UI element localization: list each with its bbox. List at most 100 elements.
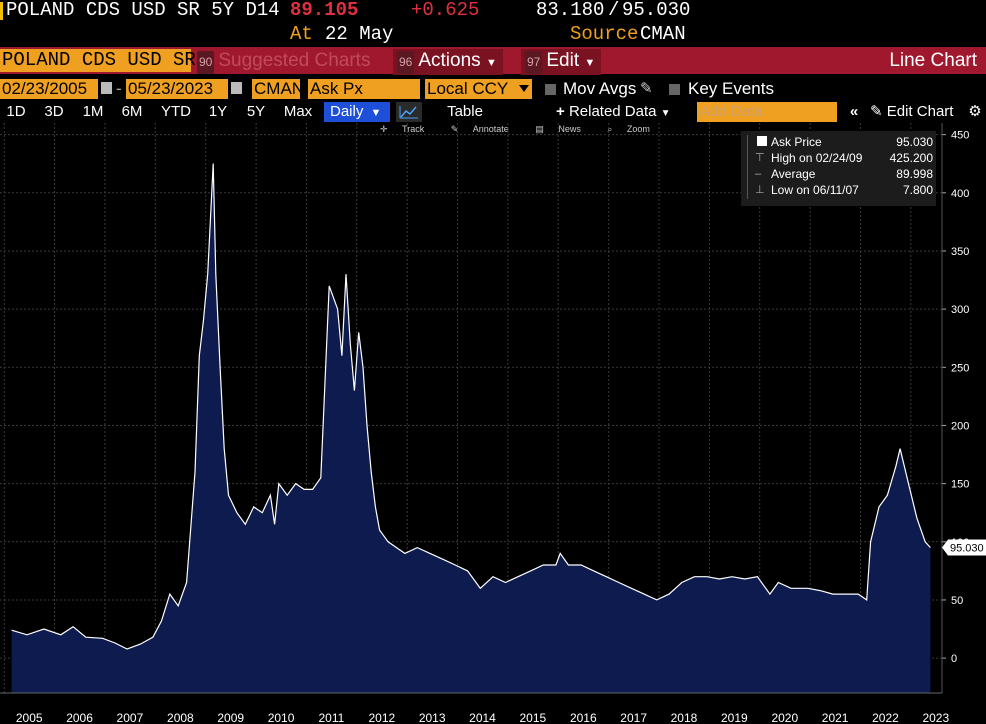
edit-label: Edit xyxy=(546,50,580,71)
currency-select[interactable]: Local CCY xyxy=(425,79,519,99)
suggested-charts-menu[interactable]: 90 Suggested Charts xyxy=(197,49,370,74)
period-ytd[interactable]: YTD xyxy=(161,103,191,120)
y-axis: 050100150200250300350400450 xyxy=(941,123,969,693)
legend-row-ask: Ask Price 95.030 xyxy=(771,134,933,150)
edit-chart-label: Edit Chart xyxy=(886,103,954,120)
mov-avgs-checkbox[interactable] xyxy=(545,84,556,95)
mov-avgs-label: Mov Avgs xyxy=(563,79,637,98)
add-data-input[interactable]: Add Data xyxy=(697,102,837,122)
y-tick-label-50: 50 xyxy=(951,595,963,607)
line-chart-glyph xyxy=(399,106,418,119)
chart-tools: ✛ Track ✎ Annotate ▤ News ⌕ Zoom xyxy=(380,124,674,138)
x-tick-label-2015: 2015 xyxy=(519,711,546,724)
suggested-label: Suggested Charts xyxy=(218,50,371,71)
currency-dropdown[interactable] xyxy=(517,79,532,99)
legend-tree-line xyxy=(747,135,748,199)
x-tick-label-2020: 2020 xyxy=(771,711,798,724)
actions-label: Actions xyxy=(418,50,481,71)
chart-settings-row: 02/23/2005 - 05/23/2023 CMAN Ask Px Loca… xyxy=(0,78,986,100)
high-value: 425.200 xyxy=(889,151,933,165)
avg-value: 89.998 xyxy=(896,167,933,181)
related-data-menu[interactable]: + Related Data ▼ xyxy=(556,102,680,122)
period-1y[interactable]: 1Y xyxy=(208,103,228,120)
key-events-checkbox[interactable] xyxy=(669,84,680,95)
zoom-tool[interactable]: ⌕ Zoom xyxy=(607,124,662,134)
news-label: News xyxy=(558,124,581,134)
ask-value: 95.030 xyxy=(896,135,933,149)
period-5y[interactable]: 5Y xyxy=(246,103,266,120)
period-1d[interactable]: 1D xyxy=(6,103,26,120)
security-input[interactable]: POLAND CDS USD SR xyxy=(0,49,196,72)
period-6m[interactable]: 6M xyxy=(121,103,143,120)
chart-legend: Ask Price 95.030 ⊤ High on 02/24/09 425.… xyxy=(741,131,936,206)
range-low: 83.180 xyxy=(536,0,605,21)
at-label: At xyxy=(290,23,313,45)
y-tick-label-350: 350 xyxy=(951,246,969,258)
edit-num: 97 xyxy=(525,51,543,74)
x-axis: 2005 2006 2007 2008 2009 2010 2011 2012 2013 2014… xyxy=(0,692,949,724)
security-title: POLAND CDS USD SR 5Y D14 xyxy=(6,0,280,21)
x-tick-label-2006: 2006 xyxy=(66,711,93,724)
x-tick-label-2013: 2013 xyxy=(419,711,446,724)
line-chart-icon[interactable] xyxy=(396,102,422,122)
table-button[interactable]: Table xyxy=(447,103,483,120)
last-value-tag xyxy=(942,539,986,556)
edit-chart-button[interactable]: ✎ Edit Chart xyxy=(870,102,966,122)
x-tick-label-2018: 2018 xyxy=(671,711,698,724)
legend-row-low: Low on 06/11/07 7.800 xyxy=(771,182,933,198)
price-area xyxy=(11,163,931,693)
last-value-text: 95.030 xyxy=(950,543,984,555)
y-tick-label-250: 250 xyxy=(951,362,969,374)
x-tick-label-2014: 2014 xyxy=(469,711,496,724)
related-data-label: Related Data xyxy=(568,103,657,120)
x-tick-label-2011: 2011 xyxy=(318,711,344,724)
y-tick-label-0: 0 xyxy=(951,653,957,665)
source-input[interactable]: CMAN xyxy=(252,79,300,99)
collapse-chevron-icon[interactable]: « xyxy=(849,103,859,120)
low-icon: ⊥ xyxy=(755,184,765,196)
price-change: +0.625 xyxy=(411,0,480,21)
frequency-select[interactable]: Daily ▼ xyxy=(324,102,390,122)
y-tick-label-450: 450 xyxy=(951,130,969,142)
end-calendar-icon[interactable] xyxy=(231,82,242,94)
annotate-tool[interactable]: ✎ Annotate xyxy=(451,124,521,134)
frequency-chevron-down-icon: ▼ xyxy=(370,107,382,119)
edit-chevron-down-icon: ▼ xyxy=(584,57,596,69)
period-1m[interactable]: 1M xyxy=(82,103,104,120)
range-separator: / xyxy=(608,0,620,21)
legend-row-avg: Average 89.998 xyxy=(771,166,933,182)
zoom-label: Zoom xyxy=(626,124,650,134)
source-label: Source xyxy=(570,23,639,45)
field-input[interactable]: Ask Px xyxy=(308,79,420,99)
security-input-text: POLAND CDS USD SR xyxy=(2,49,196,71)
y-tick-label-300: 300 xyxy=(951,304,969,316)
security-header: POLAND CDS USD SR 5Y D14 89.105 +0.625 8… xyxy=(0,0,986,46)
average-icon: – xyxy=(755,168,762,180)
avg-label: Average xyxy=(771,167,816,181)
pencil-icon[interactable]: ✎ xyxy=(640,80,653,97)
period-max[interactable]: Max xyxy=(283,103,313,120)
track-tool[interactable]: ✛ Track xyxy=(380,124,436,134)
actions-menu[interactable]: 96 Actions ▼ xyxy=(393,49,503,75)
period-3d[interactable]: 3D xyxy=(44,103,64,120)
y-tick-label-400: 400 xyxy=(951,188,969,200)
x-tick-label-2023: 2023 xyxy=(922,711,949,724)
high-label: High on 02/24/09 xyxy=(771,151,863,165)
source-value: CMAN xyxy=(640,23,686,45)
settings-gear-icon[interactable]: ⚙ xyxy=(968,103,982,120)
actions-num: 96 xyxy=(397,51,415,74)
track-label: Track xyxy=(402,124,425,134)
x-tick-label-2008: 2008 xyxy=(167,711,194,724)
track-icon: ✛ xyxy=(380,124,391,134)
last-value-marker: 95.030 xyxy=(942,539,986,556)
annotate-label: Annotate xyxy=(472,124,509,134)
edit-menu[interactable]: 97 Edit ▼ xyxy=(521,49,602,75)
period-row: 1D 3D 1M 6M YTD 1Y 5Y Max Daily ▼ Table … xyxy=(0,101,986,122)
start-date-input[interactable]: 02/23/2005 xyxy=(0,79,98,99)
news-tool[interactable]: ▤ News xyxy=(535,124,593,134)
legend-row-high: High on 02/24/09 425.200 xyxy=(771,150,933,166)
x-tick-label-2010: 2010 xyxy=(268,711,295,724)
start-calendar-icon[interactable] xyxy=(101,82,112,94)
end-date-input[interactable]: 05/23/2023 xyxy=(126,79,228,99)
